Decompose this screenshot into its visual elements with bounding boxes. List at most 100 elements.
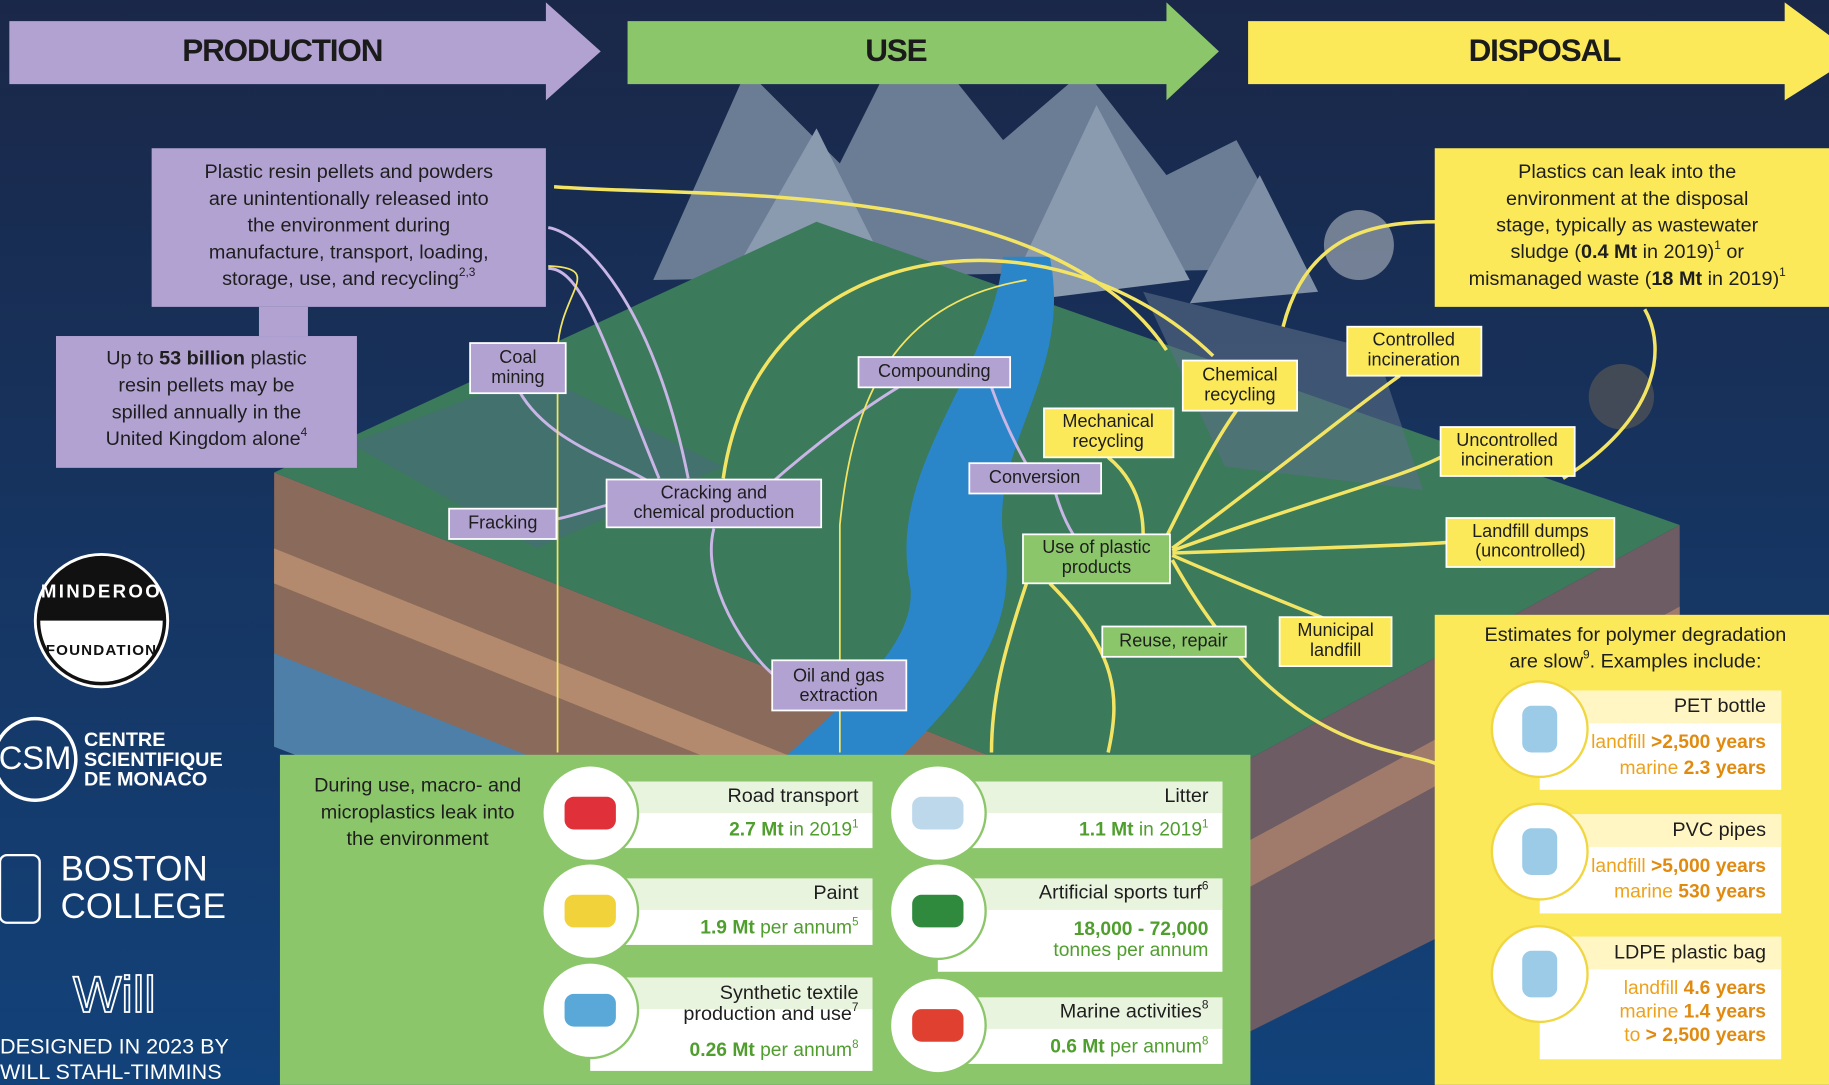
text-run: plastic: [245, 348, 307, 370]
icon: [1522, 951, 1557, 998]
superscript: 6: [1202, 879, 1209, 893]
bold-run: 2.7 Mt: [729, 820, 784, 841]
flow-label: Chemical: [1202, 364, 1277, 384]
text-run: Artificial sports turf: [1039, 882, 1202, 904]
icon: [912, 1009, 963, 1042]
flow-label: (uncontrolled): [1475, 541, 1586, 561]
text-run: storage, use, and recycling: [222, 268, 459, 290]
text-line: the environment during: [247, 215, 450, 237]
text-line: mismanaged waste (18 Mt in 2019)1: [1469, 265, 1787, 290]
bold-run: 1.1 Mt: [1079, 820, 1134, 841]
text-line: United Kingdom alone4: [106, 425, 308, 450]
superscript: 8: [1202, 1036, 1208, 1048]
text-line: Synthetic textile: [720, 982, 859, 1004]
text-run: per annum: [755, 1040, 852, 1061]
text-line: the environment: [347, 828, 490, 850]
logo-text: Will: [73, 966, 156, 1023]
bold-run: >2,500 years: [1651, 732, 1766, 753]
text-line: are slow9. Examples include:: [1509, 648, 1761, 673]
icon: [565, 994, 616, 1027]
flow-label: incineration: [1368, 349, 1460, 369]
text-run: to: [1624, 1025, 1645, 1046]
bold-run: 1.9 Mt: [700, 918, 755, 939]
text-run: in 2019): [1637, 241, 1714, 263]
bold-run: 18,000 - 72,000: [1074, 919, 1209, 940]
logo-text: DE MONACO: [84, 769, 207, 791]
text-line: landfill >2,500 years: [1591, 732, 1766, 753]
flow-label: Coal: [499, 347, 536, 367]
text-run: marine: [1620, 1002, 1684, 1023]
text-line: stage, typically as wastewater: [1496, 215, 1758, 237]
text-line: landfill >5,000 years: [1591, 856, 1766, 877]
credit: WILL STAHL-TIMMINS: [0, 1059, 222, 1084]
superscript: 2,3: [459, 265, 476, 279]
flow-label: recycling: [1204, 384, 1275, 404]
flow-label: products: [1062, 557, 1131, 577]
text-run: marine: [1614, 882, 1678, 903]
superscript: 1: [1779, 265, 1786, 279]
logo-text: SCIENTIFIQUE: [84, 749, 223, 771]
text-line: Up to 53 billion plastic: [106, 348, 306, 370]
flow-label: Municipal: [1297, 620, 1373, 640]
bold-run: 4.6 years: [1684, 978, 1766, 999]
text-line: environment at the disposal: [1506, 188, 1748, 210]
flow-label: chemical production: [633, 502, 794, 522]
superscript: 4: [301, 425, 308, 439]
text-line: During use, macro- and: [314, 775, 521, 797]
icon: [565, 797, 616, 830]
logo-text: CENTRE: [84, 729, 165, 751]
bold-run: 2.3 years: [1684, 758, 1766, 779]
superscript: 8: [1202, 998, 1209, 1012]
bold-run: 0.4 Mt: [1581, 241, 1638, 263]
text-run: mismanaged waste (: [1469, 268, 1652, 290]
flow-label: incineration: [1461, 450, 1553, 470]
item-name: LDPE plastic bag: [1614, 941, 1766, 963]
text-line: production and use7: [683, 1000, 858, 1025]
text-run: Marine activities: [1060, 1001, 1202, 1023]
text-line: spilled annually in the: [112, 401, 301, 423]
text-run: landfill: [1591, 732, 1651, 753]
text-line: manufacture, transport, loading,: [209, 241, 489, 263]
text-line: storage, use, and recycling2,3: [222, 265, 476, 290]
text-line: Road transport: [727, 785, 859, 807]
text-line: are unintentionally released into: [209, 188, 489, 210]
credit: DESIGNED IN 2023 BY: [0, 1033, 229, 1058]
text-run: or: [1721, 241, 1745, 263]
text-run: in 2019: [784, 820, 852, 841]
text-line: tonnes per annum: [1053, 940, 1208, 961]
flow-label: recycling: [1072, 431, 1143, 451]
item-name: PET bottle: [1674, 695, 1766, 717]
text-line: Litter: [1164, 785, 1208, 807]
logo-text: BOSTON: [61, 850, 208, 889]
text-line: Marine activities8: [1060, 998, 1209, 1023]
logo-text: FOUNDATION: [46, 642, 158, 659]
superscript: 7: [852, 1000, 859, 1014]
bold-run: 53 billion: [159, 348, 245, 370]
text-line: resin pellets may be: [118, 374, 294, 396]
superscript: 1: [1202, 819, 1208, 831]
logo-text: CSM: [0, 739, 71, 776]
flow-label: Cracking and: [661, 482, 768, 502]
bold-run: 0.6 Mt: [1050, 1037, 1105, 1058]
text-line: 2.7 Mt in 20191: [729, 819, 858, 841]
text-line: landfill 4.6 years: [1624, 978, 1766, 999]
text-run: sludge (: [1510, 241, 1581, 263]
stage-header: USE: [865, 32, 926, 68]
text-line: sludge (0.4 Mt in 2019)1 or: [1510, 238, 1744, 263]
icon: [1522, 706, 1557, 753]
text-run: marine: [1620, 758, 1684, 779]
text-run: landfill: [1624, 978, 1684, 999]
superscript: 8: [852, 1039, 858, 1051]
item-name: PVC pipes: [1672, 819, 1766, 841]
text-line: 0.6 Mt per annum8: [1050, 1036, 1208, 1058]
text-line: Artificial sports turf6: [1039, 879, 1209, 904]
flow-label: Uncontrolled: [1456, 430, 1558, 450]
text-line: marine 2.3 years: [1620, 758, 1766, 779]
logo-text: COLLEGE: [61, 887, 226, 926]
flow-label: Controlled: [1373, 329, 1455, 349]
text-line: 0.26 Mt per annum8: [690, 1039, 859, 1061]
text-line: Plastic resin pellets and powders: [205, 161, 494, 183]
text-line: Estimates for polymer degradation: [1485, 624, 1787, 646]
text-run: production and use: [683, 1003, 852, 1025]
bold-run: 530 years: [1678, 882, 1766, 903]
